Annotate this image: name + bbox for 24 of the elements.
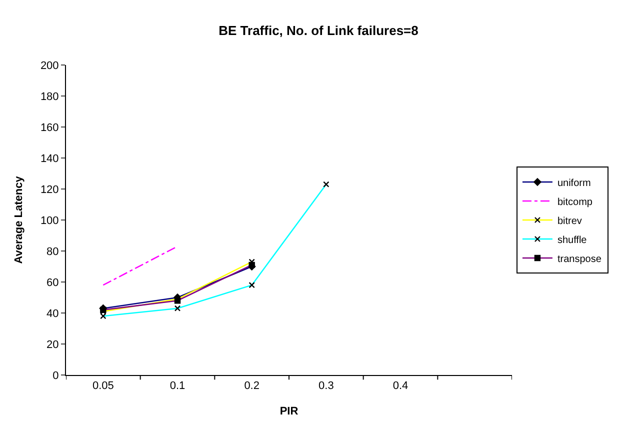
y-tick-label: 80 <box>46 246 59 258</box>
y-tick-label: 140 <box>40 152 59 165</box>
x-tick-label: 0.1 <box>170 380 186 392</box>
legend-label: bitcomp <box>557 196 593 208</box>
legend-label: shuffle <box>557 234 588 246</box>
y-tick-label: 60 <box>46 276 59 289</box>
y-tick-label: 0 <box>52 370 59 382</box>
y-tick-label: 160 <box>40 122 59 134</box>
y-tick-label: 40 <box>46 308 59 320</box>
x-tick-label: 0.05 <box>92 380 114 392</box>
legend-label: bitrev <box>557 216 582 227</box>
y-tick-label: 100 <box>40 214 59 227</box>
y-tick-label: 200 <box>40 60 59 72</box>
x-tick-label: 0.3 <box>318 380 334 392</box>
legend-label: transpose <box>557 254 602 265</box>
chart-title: BE Traffic, No. of Link failures=8 <box>218 22 418 38</box>
y-tick-label: 20 <box>46 338 59 351</box>
x-tick-label: 0.4 <box>392 380 408 392</box>
x-tick-label: 0.2 <box>244 380 260 392</box>
legend-label: uniform <box>557 178 591 189</box>
y-axis-title: Average Latency <box>13 175 26 264</box>
x-axis-title: PIR <box>280 405 298 418</box>
y-tick-label: 120 <box>40 184 59 196</box>
y-tick-label: 180 <box>40 90 59 103</box>
